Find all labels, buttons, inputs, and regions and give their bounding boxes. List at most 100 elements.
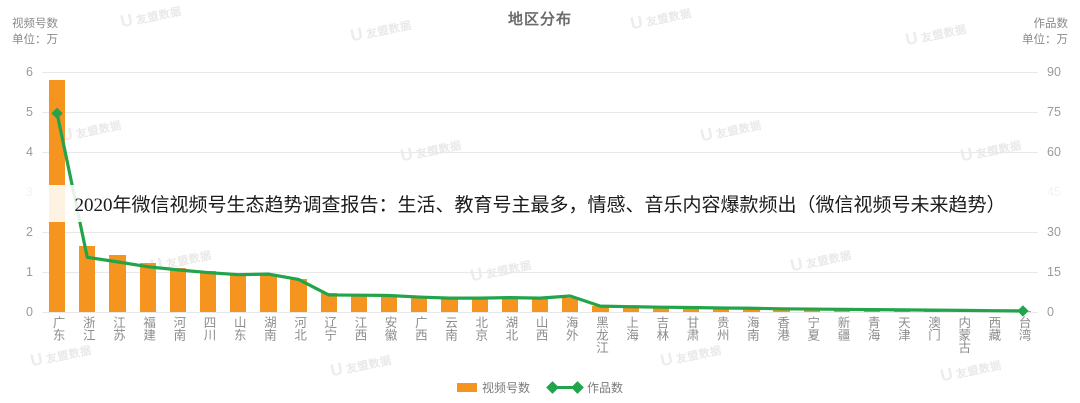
x-label: 江苏 [102, 316, 132, 354]
bar-slot [163, 72, 193, 312]
x-label: 辽宁 [314, 316, 344, 354]
x-label: 澳门 [917, 316, 947, 354]
gridline [42, 312, 1038, 313]
x-label-text: 河南 [171, 316, 186, 341]
bar-slot [434, 72, 464, 312]
bar[interactable] [471, 298, 488, 312]
x-label-text: 江苏 [110, 316, 125, 341]
left-tick-label: 6 [26, 64, 33, 79]
x-label: 山东 [223, 316, 253, 354]
x-label-text: 江西 [352, 316, 367, 341]
right-tick-label: 60 [1047, 144, 1061, 159]
bar[interactable] [109, 255, 126, 312]
x-label-text: 四川 [201, 316, 216, 341]
bar[interactable] [682, 306, 700, 312]
gridline [42, 272, 1038, 273]
x-label: 内蒙古 [948, 316, 978, 354]
bar[interactable] [79, 246, 96, 312]
bar-slot [133, 72, 163, 312]
x-label-text: 山西 [533, 316, 548, 341]
x-label-text: 新疆 [835, 316, 850, 341]
left-tick-label: 2 [26, 224, 33, 239]
x-label-text: 广西 [412, 316, 427, 341]
line-marker[interactable] [1017, 305, 1029, 317]
bar[interactable] [562, 297, 579, 312]
left-axis-unit: 单位：万 [12, 34, 58, 46]
x-label-text: 海外 [563, 316, 578, 341]
x-label-text: 辽宁 [322, 316, 337, 341]
bar[interactable] [381, 295, 398, 312]
x-label-text: 吉林 [654, 316, 669, 341]
left-axis-label: 视频号数 [12, 18, 58, 30]
bar[interactable] [290, 279, 307, 312]
x-axis-labels: 广东 浙江 江苏 福建 河南 四川 山东 湖南 河北 辽宁 江西 安徽 广西 云南 北京 湖北 山西 海外 黑龙江 上… [42, 316, 1038, 354]
x-label: 湖北 [495, 316, 525, 354]
bar-slot [706, 72, 736, 312]
bar[interactable] [531, 298, 549, 312]
bar[interactable] [320, 292, 337, 312]
x-label-text: 河北 [292, 316, 307, 341]
x-label: 黑龙江 [585, 316, 615, 354]
bar[interactable] [350, 295, 368, 312]
gridline [42, 152, 1038, 153]
bar[interactable] [652, 306, 669, 312]
bar-slot [72, 72, 102, 312]
left-tick-label: 5 [26, 104, 33, 119]
x-label-text: 天津 [895, 316, 910, 341]
chart-title: 地区分布 [507, 11, 572, 28]
line-series [51, 107, 1029, 317]
x-label: 江西 [344, 316, 374, 354]
right-axis-label: 作品数 [1033, 18, 1069, 30]
bar[interactable] [592, 306, 609, 312]
x-label-text: 广东 [50, 316, 65, 341]
x-label-text: 安徽 [382, 316, 397, 341]
bar[interactable] [199, 271, 217, 312]
x-label: 云南 [434, 316, 464, 354]
bar-slot [404, 72, 434, 312]
x-label: 广东 [42, 316, 72, 354]
x-label: 天津 [887, 316, 917, 354]
bar[interactable] [743, 308, 760, 312]
bar[interactable] [773, 308, 790, 312]
bar-slot [767, 72, 797, 312]
x-label-text: 澳门 [926, 316, 941, 341]
bar-slot [676, 72, 706, 312]
right-axis-unit: 单位：万 [1022, 34, 1068, 46]
bar[interactable] [713, 307, 730, 312]
legend: 视频号数 作品数 [0, 379, 1080, 396]
x-label: 河南 [163, 316, 193, 354]
x-label-text: 福建 [141, 316, 156, 341]
x-label: 西藏 [978, 316, 1008, 354]
x-label: 宁夏 [797, 316, 827, 354]
x-label-text: 内蒙古 [956, 316, 971, 354]
bar[interactable] [622, 305, 639, 312]
right-tick-label: 15 [1047, 264, 1061, 279]
bar-slot [585, 72, 615, 312]
bar-slot [314, 72, 344, 312]
bar-slot [223, 72, 253, 312]
bar[interactable] [230, 274, 247, 312]
x-label-text: 青海 [865, 316, 880, 341]
x-label: 甘肃 [676, 316, 706, 354]
x-label-text: 甘肃 [684, 316, 699, 341]
bar[interactable] [169, 268, 186, 312]
x-label-text: 贵州 [714, 316, 729, 341]
bar[interactable] [411, 296, 428, 312]
bar[interactable] [139, 263, 156, 312]
legend-line-icon [546, 381, 584, 394]
bar-slot [374, 72, 404, 312]
bar-slot [616, 72, 646, 312]
legend-label-line: 作品数 [587, 381, 624, 395]
bar-slot [555, 72, 585, 312]
x-label: 浙江 [72, 316, 102, 354]
legend-item-bar[interactable]: 视频号数 [456, 379, 530, 396]
x-label: 新疆 [827, 316, 857, 354]
bar[interactable] [441, 298, 458, 312]
x-label-text: 台湾 [1016, 316, 1031, 341]
bar[interactable] [501, 298, 519, 312]
line-marker[interactable] [51, 107, 63, 119]
bar-slot [736, 72, 766, 312]
x-label: 北京 [465, 316, 495, 354]
bar[interactable] [260, 274, 277, 312]
legend-item-line[interactable]: 作品数 [546, 379, 624, 396]
